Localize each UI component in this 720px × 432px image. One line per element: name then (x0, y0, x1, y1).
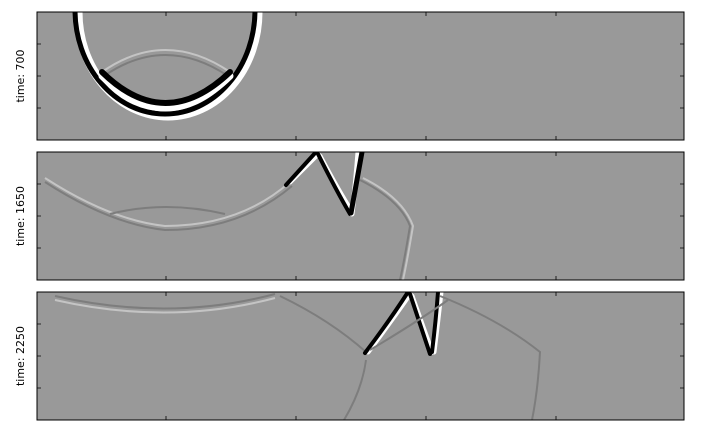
panel: time: 700 (14, 11, 685, 141)
wavefield (44, 152, 415, 280)
wavefield (72, 12, 263, 121)
panel: time: 2250 (14, 291, 685, 421)
panel-label: time: 2250 (14, 326, 27, 386)
tick-marks (37, 12, 684, 420)
panel-label: time: 700 (14, 49, 27, 102)
panel-label: time: 1650 (14, 186, 27, 246)
panel-image (37, 292, 684, 420)
ticks (37, 12, 684, 420)
panel: time: 1650 (14, 151, 685, 281)
wavefield (54, 292, 542, 420)
panel-image (37, 12, 684, 140)
